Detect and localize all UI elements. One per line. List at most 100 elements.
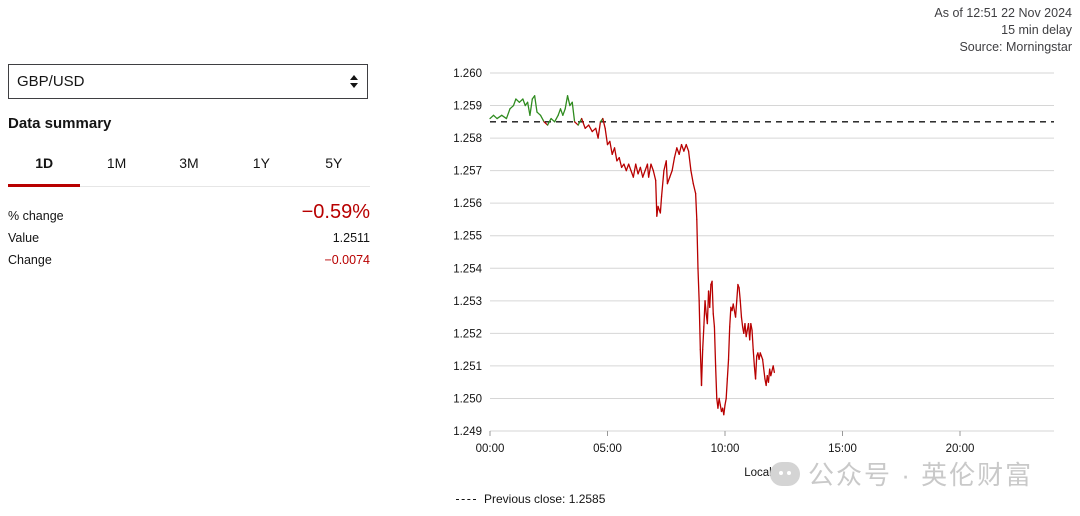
price-segment [660, 169, 665, 198]
price-segment [709, 283, 712, 308]
watermark: 公众号 · 英伦财富 [770, 455, 1033, 492]
price-segment [627, 163, 632, 172]
price-segment [536, 111, 542, 116]
wechat-icon [770, 461, 800, 486]
price-segment [539, 114, 545, 123]
price-segment [625, 163, 630, 172]
price-segment [726, 358, 730, 380]
price-segment [752, 348, 756, 367]
price-segment [597, 121, 602, 139]
price-segment [704, 300, 707, 315]
price-segment [656, 205, 659, 217]
as-of-timestamp: As of 12:51 22 Nov 2024 [934, 6, 1072, 20]
price-segment [685, 143, 690, 152]
price-segment [750, 322, 753, 331]
price-segment [739, 300, 743, 318]
price-segment [697, 267, 700, 302]
data-summary-heading: Data summary [8, 115, 112, 132]
price-segment [562, 108, 566, 116]
price-segment [573, 121, 579, 126]
y-tick-label: 1.250 [453, 393, 482, 405]
price-segment [678, 143, 683, 156]
chart-gridlines [490, 72, 1054, 432]
price-segment [683, 143, 687, 152]
price-segment [659, 196, 663, 214]
price-segment [700, 348, 704, 387]
price-segment [738, 287, 741, 302]
data-source: Source: Morningstar [959, 40, 1072, 54]
price-line-chart: 1.260 1.259 1.258 1.257 1.256 1.255 1.254 1.253… [453, 68, 1054, 479]
price-segment [696, 218, 699, 269]
price-segment [623, 163, 627, 172]
price-segment [713, 326, 717, 367]
price-segment [740, 316, 744, 328]
price-segment [673, 147, 678, 159]
currency-pair-value: GBP/USD [17, 73, 85, 90]
price-segment [754, 355, 758, 380]
price-segment [751, 329, 754, 351]
price-segment [557, 108, 562, 116]
x-tick-label: 10:00 [711, 443, 740, 455]
price-segment [546, 117, 552, 126]
price-segment [727, 326, 731, 361]
price-segment [632, 163, 637, 178]
tab-5y[interactable]: 5Y [325, 155, 343, 171]
y-tick-label: 1.254 [453, 263, 482, 275]
change-label: Change [8, 253, 52, 267]
y-tick-label: 1.251 [453, 361, 482, 373]
price-segment [694, 192, 698, 221]
price-segment [518, 98, 524, 103]
price-segment [652, 169, 657, 182]
watermark-text: 公众号 · 英伦财富 [808, 460, 1034, 490]
price-segment [736, 283, 739, 302]
price-segment [526, 101, 531, 116]
price-segment [613, 147, 618, 162]
x-axis-tick-labels: 00:00 05:00 10:00 15:00 20:00 [476, 431, 975, 455]
price-segment [702, 326, 705, 351]
price-segment [604, 127, 609, 146]
y-axis-tick-labels: 1.260 1.259 1.258 1.257 1.256 1.255 1.254 1.253… [453, 68, 482, 438]
price-segment [492, 114, 498, 120]
price-segment [680, 143, 685, 152]
price-segment [550, 117, 556, 123]
price-segment [529, 98, 533, 116]
tab-1m[interactable]: 1M [106, 155, 127, 171]
price-segment [655, 179, 658, 217]
price-segment [642, 169, 646, 178]
tab-1d[interactable]: 1D [8, 144, 81, 187]
y-tick-label: 1.260 [453, 68, 482, 80]
tab-3m[interactable]: 3M [179, 155, 199, 171]
pct-change-value: −0.59% [301, 201, 370, 223]
price-series [489, 95, 776, 416]
price-segment [639, 166, 644, 178]
price-segment [591, 127, 597, 133]
price-segment [724, 397, 727, 406]
price-segment [543, 121, 549, 126]
y-tick-label: 1.259 [453, 101, 482, 113]
price-segment [665, 160, 669, 185]
x-tick-label: 20:00 [946, 443, 975, 455]
change-value: −0.0074 [324, 253, 370, 267]
select-arrows-icon [350, 75, 358, 88]
y-tick-label: 1.249 [453, 426, 482, 438]
period-tabs: 1D 1M 3M 1Y 5Y [8, 144, 370, 187]
tab-1y[interactable]: 1Y [252, 155, 270, 171]
pct-change-label: % change [8, 209, 64, 223]
price-segment [501, 114, 508, 120]
y-tick-label: 1.255 [453, 231, 482, 243]
quote-meta: As of 12:51 22 Nov 2024 15 min delay Sou… [934, 5, 1072, 56]
price-segment [577, 117, 583, 126]
price-segment [749, 322, 752, 341]
price-segment [515, 98, 521, 103]
x-tick-label: 00:00 [476, 443, 505, 455]
price-segment [772, 365, 776, 374]
chart-legend: Previous close: 1.2585 [456, 492, 605, 506]
price-segment [553, 114, 559, 123]
delay-note: 15 min delay [1001, 23, 1072, 37]
price-segment [489, 114, 495, 120]
price-segment [564, 95, 569, 110]
currency-pair-select[interactable]: GBP/USD [8, 64, 368, 99]
value-value: 1.2511 [332, 231, 370, 245]
price-segment [761, 358, 766, 380]
price-segment [566, 95, 571, 107]
